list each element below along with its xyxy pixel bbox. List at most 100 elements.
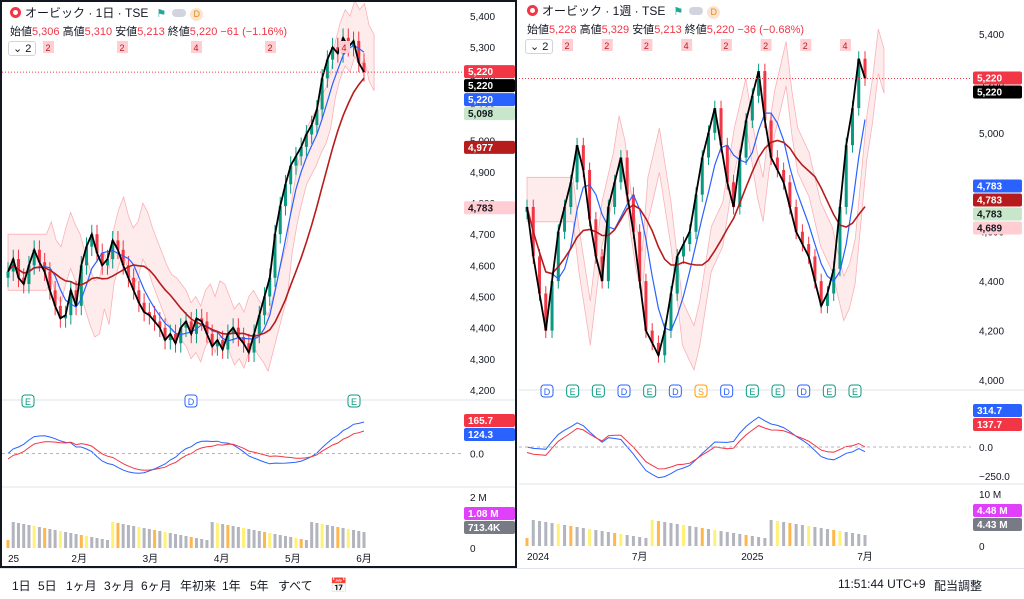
clock[interactable]: 11:51:44 UTC+9 — [838, 577, 926, 591]
volume-label: 1.08 M — [468, 509, 499, 520]
volume-bar — [832, 530, 836, 546]
time-tick: 5月 — [285, 553, 301, 565]
candle-body — [588, 169, 592, 220]
volume-bar — [289, 537, 293, 548]
candle-body — [242, 337, 246, 344]
volume-label-box — [464, 521, 515, 534]
volume-bar — [675, 524, 679, 546]
volume-bar — [656, 521, 660, 546]
volume-label: 4.48 M — [977, 506, 1008, 517]
price-tick: 4,200 — [979, 327, 1004, 338]
volume-tick: 10 M — [979, 490, 1001, 501]
base-line — [526, 139, 866, 275]
candle-body — [782, 169, 786, 183]
indicator-collapse-button[interactable]: ⌄ 2 — [525, 39, 554, 54]
volume-bar — [215, 523, 219, 548]
volume-bar — [242, 528, 246, 548]
calendar-icon[interactable]: 📅 — [330, 577, 348, 593]
candle-body — [16, 259, 20, 278]
oscillator-label-box — [973, 404, 1022, 417]
volume-bar — [807, 526, 811, 546]
low-value: 5,213 — [137, 26, 165, 38]
volume-bar — [362, 532, 366, 548]
candle-body — [283, 184, 287, 207]
indicator-collapse-button[interactable]: ⌄ 2 — [8, 41, 37, 56]
candle-body — [95, 234, 99, 253]
event-badge: D — [723, 387, 730, 397]
volume-bar — [788, 523, 792, 546]
range-ytd[interactable]: 年初来 — [180, 579, 217, 593]
event-badge: D — [672, 387, 679, 397]
volume-bar — [48, 529, 52, 548]
candle-body — [90, 234, 94, 247]
toggle-icon[interactable] — [172, 9, 187, 17]
candle-body — [331, 47, 335, 60]
toggle-icon[interactable] — [689, 7, 704, 15]
price-label-box — [464, 140, 515, 154]
volume-bar — [725, 532, 729, 546]
price-tick: 5,400 — [979, 30, 1004, 41]
dividend-adjust-button[interactable]: 配当調整 — [934, 579, 983, 593]
chart-pane-daily[interactable]: 5,4005,3005,2005,1005,0004,9004,8004,700… — [0, 0, 517, 568]
volume-bar — [331, 526, 335, 548]
event-badge-icon — [540, 384, 554, 398]
candle-body — [719, 108, 723, 146]
candle-body — [299, 146, 303, 157]
candle-body — [48, 271, 52, 291]
flag-icon[interactable]: ⚑ — [156, 8, 167, 20]
d-badge[interactable]: D — [190, 8, 204, 21]
volume-bar — [819, 528, 823, 546]
volume-bar — [863, 535, 867, 546]
candle-body — [669, 293, 673, 331]
low-label: 安値 — [115, 26, 138, 38]
open-value: 5,306 — [32, 26, 60, 38]
candle-body — [315, 109, 319, 126]
candle-body — [744, 120, 748, 158]
chart-pane-weekly[interactable]: 5,4005,2005,0004,8004,6004,4004,2004,000… — [519, 0, 1024, 568]
marker-label: 2 — [604, 41, 609, 51]
d-badge[interactable]: D — [707, 6, 721, 19]
close-value: 5,220 — [706, 24, 735, 36]
range-1d[interactable]: 1日 — [12, 579, 31, 593]
flag-icon[interactable]: ⚑ — [673, 6, 684, 18]
range-1m[interactable]: 1ヶ月 — [66, 579, 97, 593]
range-5y[interactable]: 5年 — [250, 579, 269, 593]
marker-label: 4 — [341, 43, 346, 53]
range-3m[interactable]: 3ヶ月 — [104, 579, 135, 593]
volume-bar — [341, 528, 345, 548]
bottom-toolbar: 1日 5日 1ヶ月 3ヶ月 6ヶ月 年初来 1年 5年 すべて 📅 11:51:… — [0, 568, 1024, 599]
candle-body — [788, 182, 792, 207]
chart-canvas-daily[interactable]: 5,4005,3005,2005,1005,0004,9004,8004,700… — [2, 2, 517, 568]
volume-bar — [64, 532, 68, 548]
candle-body — [252, 333, 256, 353]
range-1y[interactable]: 1年 — [222, 579, 241, 593]
event-badge: E — [852, 387, 858, 397]
price-label-box — [973, 71, 1022, 85]
volume-bar — [719, 531, 723, 546]
candle-body — [174, 333, 178, 344]
price-label-box — [464, 65, 515, 79]
candle-body — [725, 145, 729, 183]
volume-bar — [116, 523, 120, 548]
ohlc-weekly: 始値5,228 高値5,329 安値5,213 終値5,220 −36 (−0.… — [527, 21, 804, 37]
volume-bar — [221, 524, 225, 548]
candle-body — [210, 333, 214, 347]
candle-body — [27, 265, 31, 285]
chart-canvas-weekly[interactable]: 5,4005,2005,0004,8004,6004,4004,2004,000… — [519, 0, 1024, 568]
open-label: 始値 — [527, 24, 549, 36]
range-all[interactable]: すべて — [278, 579, 313, 593]
candle-body — [594, 219, 598, 257]
candle-body — [64, 315, 68, 319]
event-badge: E — [570, 387, 576, 397]
time-tick: 4月 — [214, 553, 230, 565]
price-label-box — [464, 93, 515, 107]
low-label: 安値 — [632, 24, 655, 36]
volume-bar — [650, 520, 654, 546]
volume-bar — [163, 532, 167, 548]
volume-bar — [236, 527, 240, 548]
range-5d[interactable]: 5日 — [38, 579, 57, 593]
candle-body — [184, 321, 188, 328]
price-label-box — [973, 193, 1022, 207]
range-6m[interactable]: 6ヶ月 — [141, 579, 172, 593]
price-label: 5,098 — [468, 109, 493, 120]
